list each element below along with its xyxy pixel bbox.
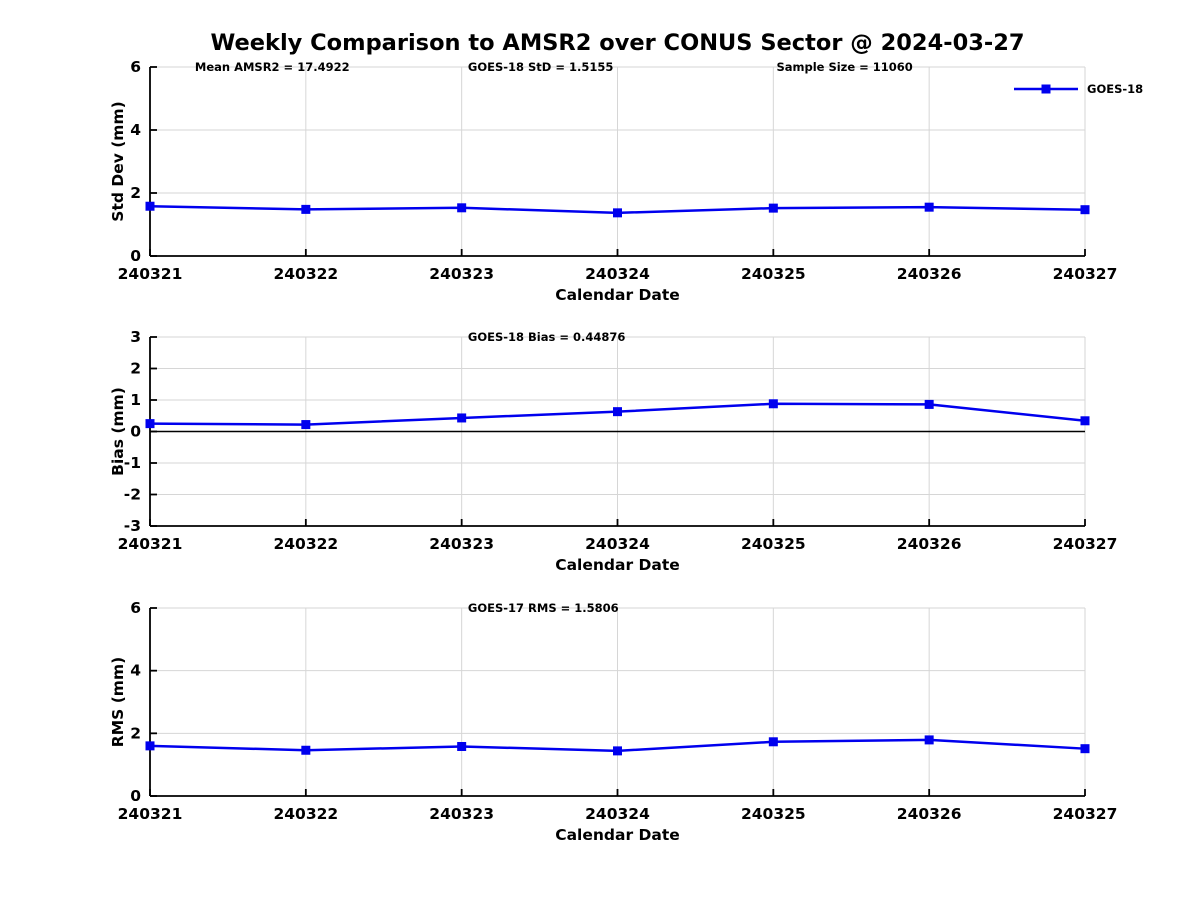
legend-label: GOES-18 <box>1087 82 1144 96</box>
data-point-marker <box>924 202 934 212</box>
x-tick-label: 240324 <box>585 805 650 823</box>
y-tick-label: 6 <box>130 599 141 617</box>
data-point-marker <box>145 201 155 211</box>
y-tick-label: 0 <box>130 787 141 805</box>
y-tick-label: 0 <box>130 247 141 265</box>
x-tick-label: 240326 <box>897 535 962 553</box>
y-tick-label: 2 <box>130 724 141 742</box>
panel-annotation: GOES-17 RMS = 1.5806 <box>468 601 619 615</box>
data-point-marker <box>301 420 311 430</box>
data-point-marker <box>768 203 778 213</box>
y-tick-label: 1 <box>130 391 141 409</box>
x-tick-label: 240322 <box>273 805 338 823</box>
panel-annotation: Sample Size = 11060 <box>776 60 912 74</box>
x-tick-label: 240325 <box>741 805 806 823</box>
x-axis-label: Calendar Date <box>555 556 680 574</box>
panel-annotation: Mean AMSR2 = 17.4922 <box>195 60 350 74</box>
x-tick-label: 240324 <box>585 535 650 553</box>
x-tick-label: 240321 <box>118 805 183 823</box>
x-tick-label: 240321 <box>118 265 183 283</box>
y-axis-label: RMS (mm) <box>109 657 127 747</box>
y-tick-label: 4 <box>130 121 141 139</box>
data-point-marker <box>613 208 622 218</box>
x-tick-label: 240327 <box>1053 265 1118 283</box>
data-point-marker <box>1080 744 1090 754</box>
x-tick-label: 240326 <box>897 265 962 283</box>
y-tick-label: 2 <box>130 184 141 202</box>
data-point-marker <box>924 399 934 409</box>
data-point-marker <box>457 203 467 213</box>
y-tick-label: -1 <box>124 454 141 472</box>
x-tick-label: 240323 <box>429 535 494 553</box>
y-tick-label: 0 <box>130 423 141 441</box>
x-tick-label: 240325 <box>741 265 806 283</box>
y-axis-label: Std Dev (mm) <box>109 101 127 221</box>
x-tick-label: 240321 <box>118 535 183 553</box>
data-point-marker <box>145 419 155 429</box>
panel-bias: -3 -2 -1 0 1 2 3 240321 240322 240323 240324 240325… <box>109 328 1117 574</box>
y-axis-label: Bias (mm) <box>109 387 127 476</box>
data-point-marker <box>1080 416 1090 426</box>
data-point-marker <box>145 741 155 751</box>
x-tick-label: 240325 <box>741 535 806 553</box>
panel-rms: 0 2 4 6 240321 240322 240323 240324 240325 240326… <box>109 599 1117 844</box>
data-point-marker <box>457 413 467 423</box>
data-point-marker <box>768 399 778 409</box>
x-axis-label: Calendar Date <box>555 826 680 844</box>
data-point-marker <box>457 741 467 751</box>
data-point-marker <box>301 745 311 755</box>
panel-annotation: GOES-18 Bias = 0.44876 <box>468 330 625 344</box>
data-point-marker <box>924 735 934 745</box>
x-axis-label: Calendar Date <box>555 286 680 304</box>
data-point-marker <box>613 407 622 417</box>
data-point-marker <box>768 737 778 747</box>
x-tick-label: 240324 <box>585 265 650 283</box>
legend-line-marker-icon <box>1014 84 1078 94</box>
y-tick-label: 4 <box>130 662 141 680</box>
y-tick-label: 3 <box>130 328 141 346</box>
x-tick-label: 240322 <box>273 535 338 553</box>
x-tick-label: 240327 <box>1053 535 1118 553</box>
y-tick-label: -2 <box>124 486 141 504</box>
x-tick-label: 240323 <box>429 805 494 823</box>
x-tick-label: 240326 <box>897 805 962 823</box>
legend: GOES-18 <box>1012 82 1143 96</box>
y-tick-label: 6 <box>130 58 141 76</box>
x-tick-label: 240327 <box>1053 805 1118 823</box>
x-tick-label: 240322 <box>273 265 338 283</box>
data-point-marker <box>301 204 311 214</box>
y-tick-label: -3 <box>124 517 141 535</box>
panel-annotation: GOES-18 StD = 1.5155 <box>468 60 613 74</box>
y-tick-label: 2 <box>130 360 141 378</box>
data-point-marker <box>1080 205 1090 215</box>
data-point-marker <box>613 746 622 756</box>
chart-title: Weekly Comparison to AMSR2 over CONUS Se… <box>210 30 1025 56</box>
panel-std-dev: 0 2 4 6 240321 240322 240323 240324 240325 240326… <box>109 58 1117 304</box>
x-tick-label: 240323 <box>429 265 494 283</box>
